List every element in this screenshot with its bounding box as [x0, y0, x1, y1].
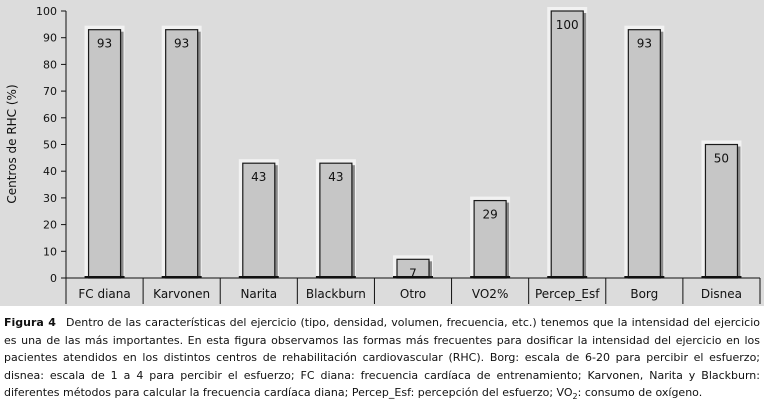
figure-panel: 0 10 20 30 40 50 60 70 80 90 100 93 93 43 43 7 29 100 93 5… [0, 0, 764, 306]
bar-value-label: 7 [409, 266, 417, 280]
bar-shadow [197, 31, 201, 278]
bar-shadow [583, 13, 587, 278]
y-tick-label: 50 [43, 139, 57, 152]
bar-value-label: 93 [97, 37, 112, 51]
bar [242, 162, 276, 279]
x-tick-label: FC diana [78, 287, 130, 301]
y-tick-label: 100 [36, 5, 57, 18]
y-tick-label: 0 [50, 272, 57, 285]
bar-value-label: 43 [328, 170, 343, 184]
bar-shadow [120, 31, 124, 278]
bar-value-label: 50 [714, 152, 729, 166]
x-tick-label: Disnea [701, 287, 742, 301]
y-tick-label: 80 [43, 58, 57, 71]
bar [87, 29, 122, 279]
bar-value-label: 93 [174, 37, 189, 51]
y-axis: 0 10 20 30 40 50 60 70 80 90 100 [36, 5, 67, 285]
y-tick-label: 90 [43, 32, 57, 45]
y-axis-label: Centros de RHC (%) [5, 84, 19, 203]
x-tick-label: Blackburn [306, 287, 366, 301]
x-tick-label: VO2% [472, 287, 508, 301]
x-tick-label: Borg [630, 287, 658, 301]
bar-value-label: 43 [251, 170, 266, 184]
y-tick-label: 10 [43, 245, 57, 258]
x-tick-label: Percep_Esf [535, 287, 600, 301]
bar [627, 29, 661, 279]
bars: 93 93 43 43 7 29 100 93 50 [84, 7, 742, 280]
bar [165, 29, 199, 279]
caption-text: Dentro de las características del ejerci… [4, 316, 760, 399]
x-tick-label: Karvonen [153, 287, 210, 301]
bar-shadow [429, 261, 432, 278]
y-tick-label: 30 [43, 192, 57, 205]
bar [550, 10, 584, 279]
bar-value-label: 100 [556, 18, 579, 32]
bar [319, 162, 353, 279]
bar-shadow [351, 165, 355, 278]
y-tick-label: 60 [43, 112, 57, 125]
caption-text-end: : consumo de oxígeno. [577, 386, 703, 399]
bar-shadow [737, 146, 741, 278]
y-tick-label: 40 [43, 165, 57, 178]
figure-caption: Figura 4 Dentro de las características d… [4, 314, 760, 406]
x-tick-label: Otro [400, 287, 426, 301]
bar-value-label: 93 [637, 37, 652, 51]
x-axis: FC diana Karvonen Narita Blackburn Otro VO2% P… [65, 277, 761, 304]
caption-subscript: 2 [572, 392, 578, 402]
bar [704, 143, 739, 279]
y-tick-label: 70 [43, 85, 57, 98]
bar-chart: 0 10 20 30 40 50 60 70 80 90 100 93 93 43 43 7 29 100 93 5… [5, 5, 761, 304]
y-tick-label: 20 [43, 219, 57, 232]
bar-value-label: 29 [482, 208, 497, 222]
bar [473, 199, 507, 279]
caption-label: Figura 4 [4, 316, 56, 329]
bar-shadow [660, 31, 664, 278]
bar-shadow [274, 165, 278, 278]
x-tick-label: Narita [240, 287, 277, 301]
bar-shadow [506, 202, 510, 278]
